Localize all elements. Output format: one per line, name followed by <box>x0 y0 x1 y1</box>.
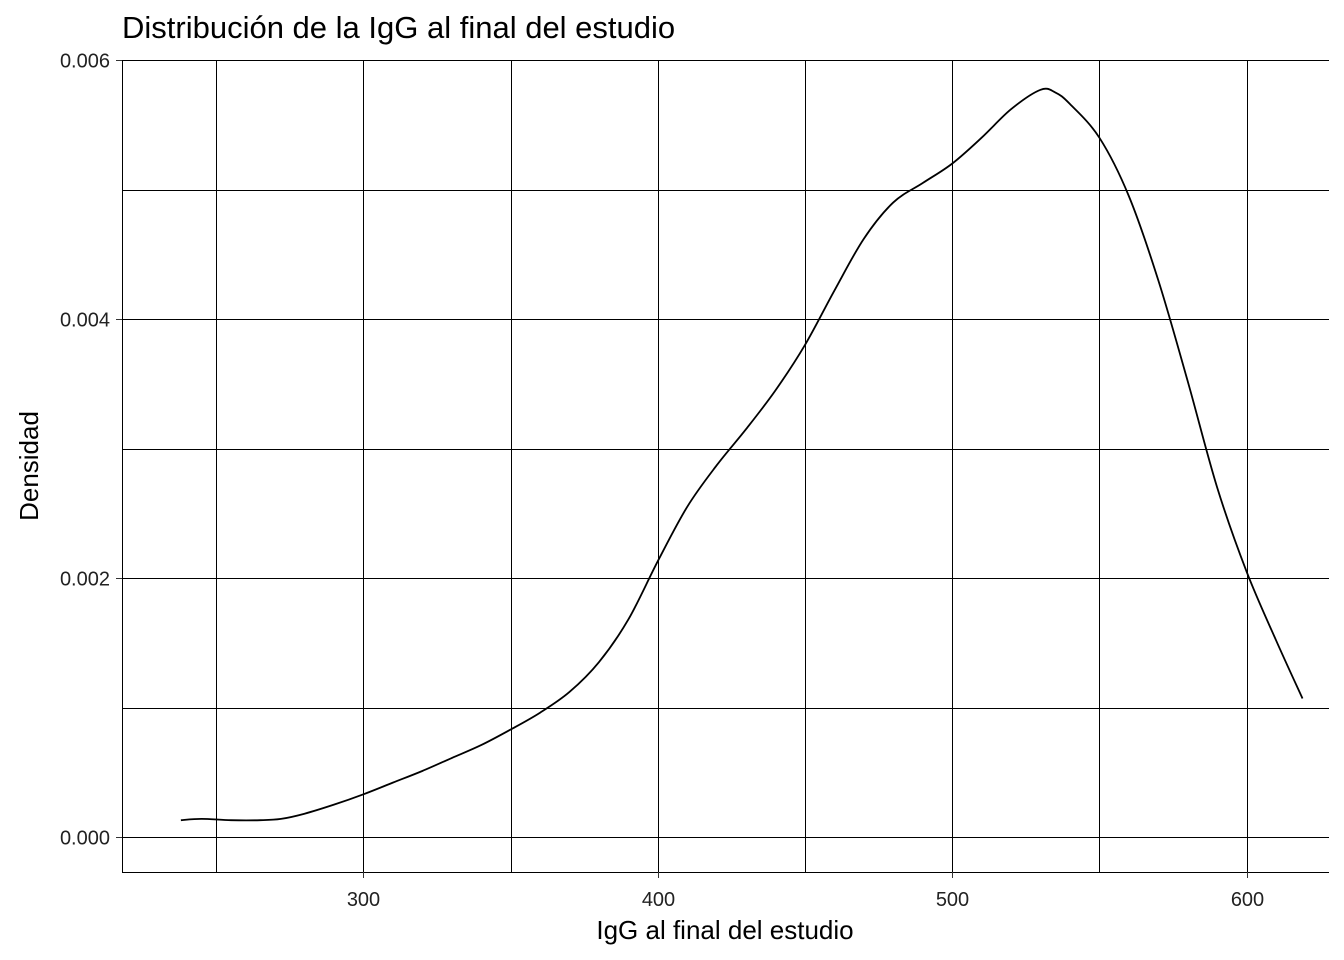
tick-labels: 300 400 500 600 0.000 0.002 0.004 0.006 <box>60 51 1264 912</box>
x-tick-label: 600 <box>1231 889 1264 911</box>
grid-lines <box>122 60 1329 872</box>
axes <box>116 60 1329 878</box>
x-tick-label: 400 <box>642 889 675 911</box>
y-tick-label: 0.002 <box>60 569 110 591</box>
y-tick-label: 0.004 <box>60 310 110 332</box>
y-tick-label: 0.000 <box>60 828 110 850</box>
y-tick-label: 0.006 <box>60 51 110 73</box>
x-tick-label: 300 <box>347 889 380 911</box>
chart-title: Distribución de la IgG al final del estu… <box>122 10 676 45</box>
x-tick-label: 500 <box>936 889 969 911</box>
density-line <box>180 87 1304 822</box>
density-series <box>180 87 1304 822</box>
x-axis-title: IgG al final del estudio <box>596 915 853 945</box>
y-axis-title: Densidad <box>14 411 44 521</box>
